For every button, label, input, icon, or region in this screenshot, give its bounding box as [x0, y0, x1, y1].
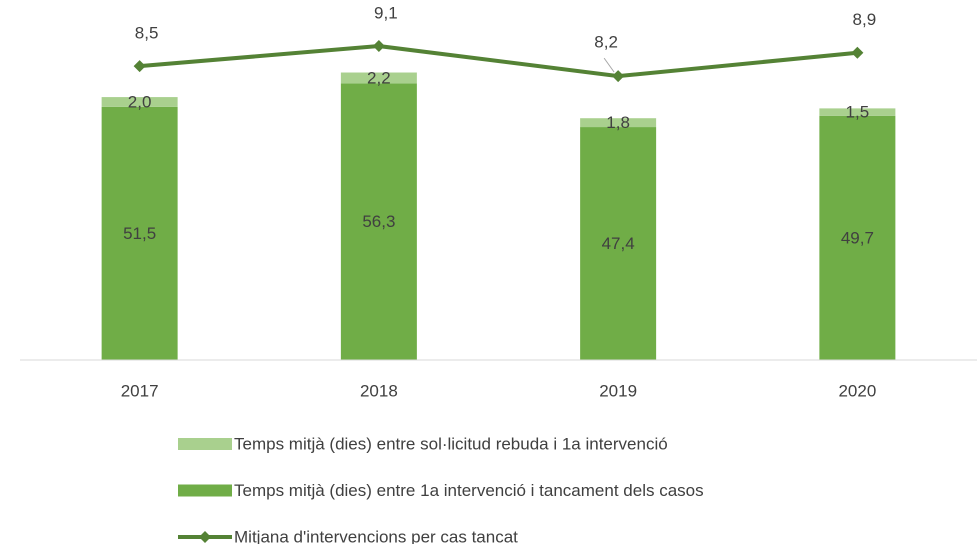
line-marker: [851, 46, 864, 59]
bar-segment: [819, 115, 896, 360]
x-tick-label: 2019: [599, 381, 637, 400]
leader-line: [603, 57, 615, 73]
data-label: 1,8: [606, 113, 630, 132]
data-label: 8,9: [853, 10, 877, 29]
line-marker: [372, 40, 385, 53]
data-label: 49,7: [841, 228, 874, 247]
x-tick-label: 2020: [838, 381, 876, 400]
legend-label: Temps mitjà (dies) entre 1a intervenció …: [234, 481, 704, 500]
bar-segment: [101, 97, 178, 107]
bar-segment: [580, 118, 657, 128]
data-label: 56,3: [362, 212, 395, 231]
data-label: 9,1: [374, 4, 398, 23]
line-marker: [612, 70, 625, 83]
bar-segment: [819, 108, 896, 116]
x-tick-label: 2018: [360, 381, 398, 400]
bar-segment: [580, 127, 657, 360]
legend-swatch: [178, 484, 232, 497]
data-label: 1,5: [846, 103, 870, 122]
data-label: 47,4: [602, 234, 635, 253]
legend-label: Temps mitjà (dies) entre sol·licitud reb…: [234, 434, 668, 453]
line: [139, 44, 858, 79]
data-label: 2,2: [367, 68, 391, 87]
x-tick-label: 2017: [121, 381, 159, 400]
data-label: 8,5: [135, 24, 159, 43]
bar-segment: [340, 72, 417, 84]
data-label: 8,2: [594, 33, 618, 52]
legend-swatch: [178, 438, 232, 450]
legend-label: Mitjana d'intervencions per cas tancat: [234, 527, 518, 544]
line-marker: [133, 60, 146, 73]
bar-segment: [340, 83, 417, 360]
data-label: 51,5: [123, 224, 156, 243]
bar-segment: [101, 106, 178, 361]
data-label: 2,0: [128, 92, 152, 111]
legend-marker: [199, 531, 211, 543]
